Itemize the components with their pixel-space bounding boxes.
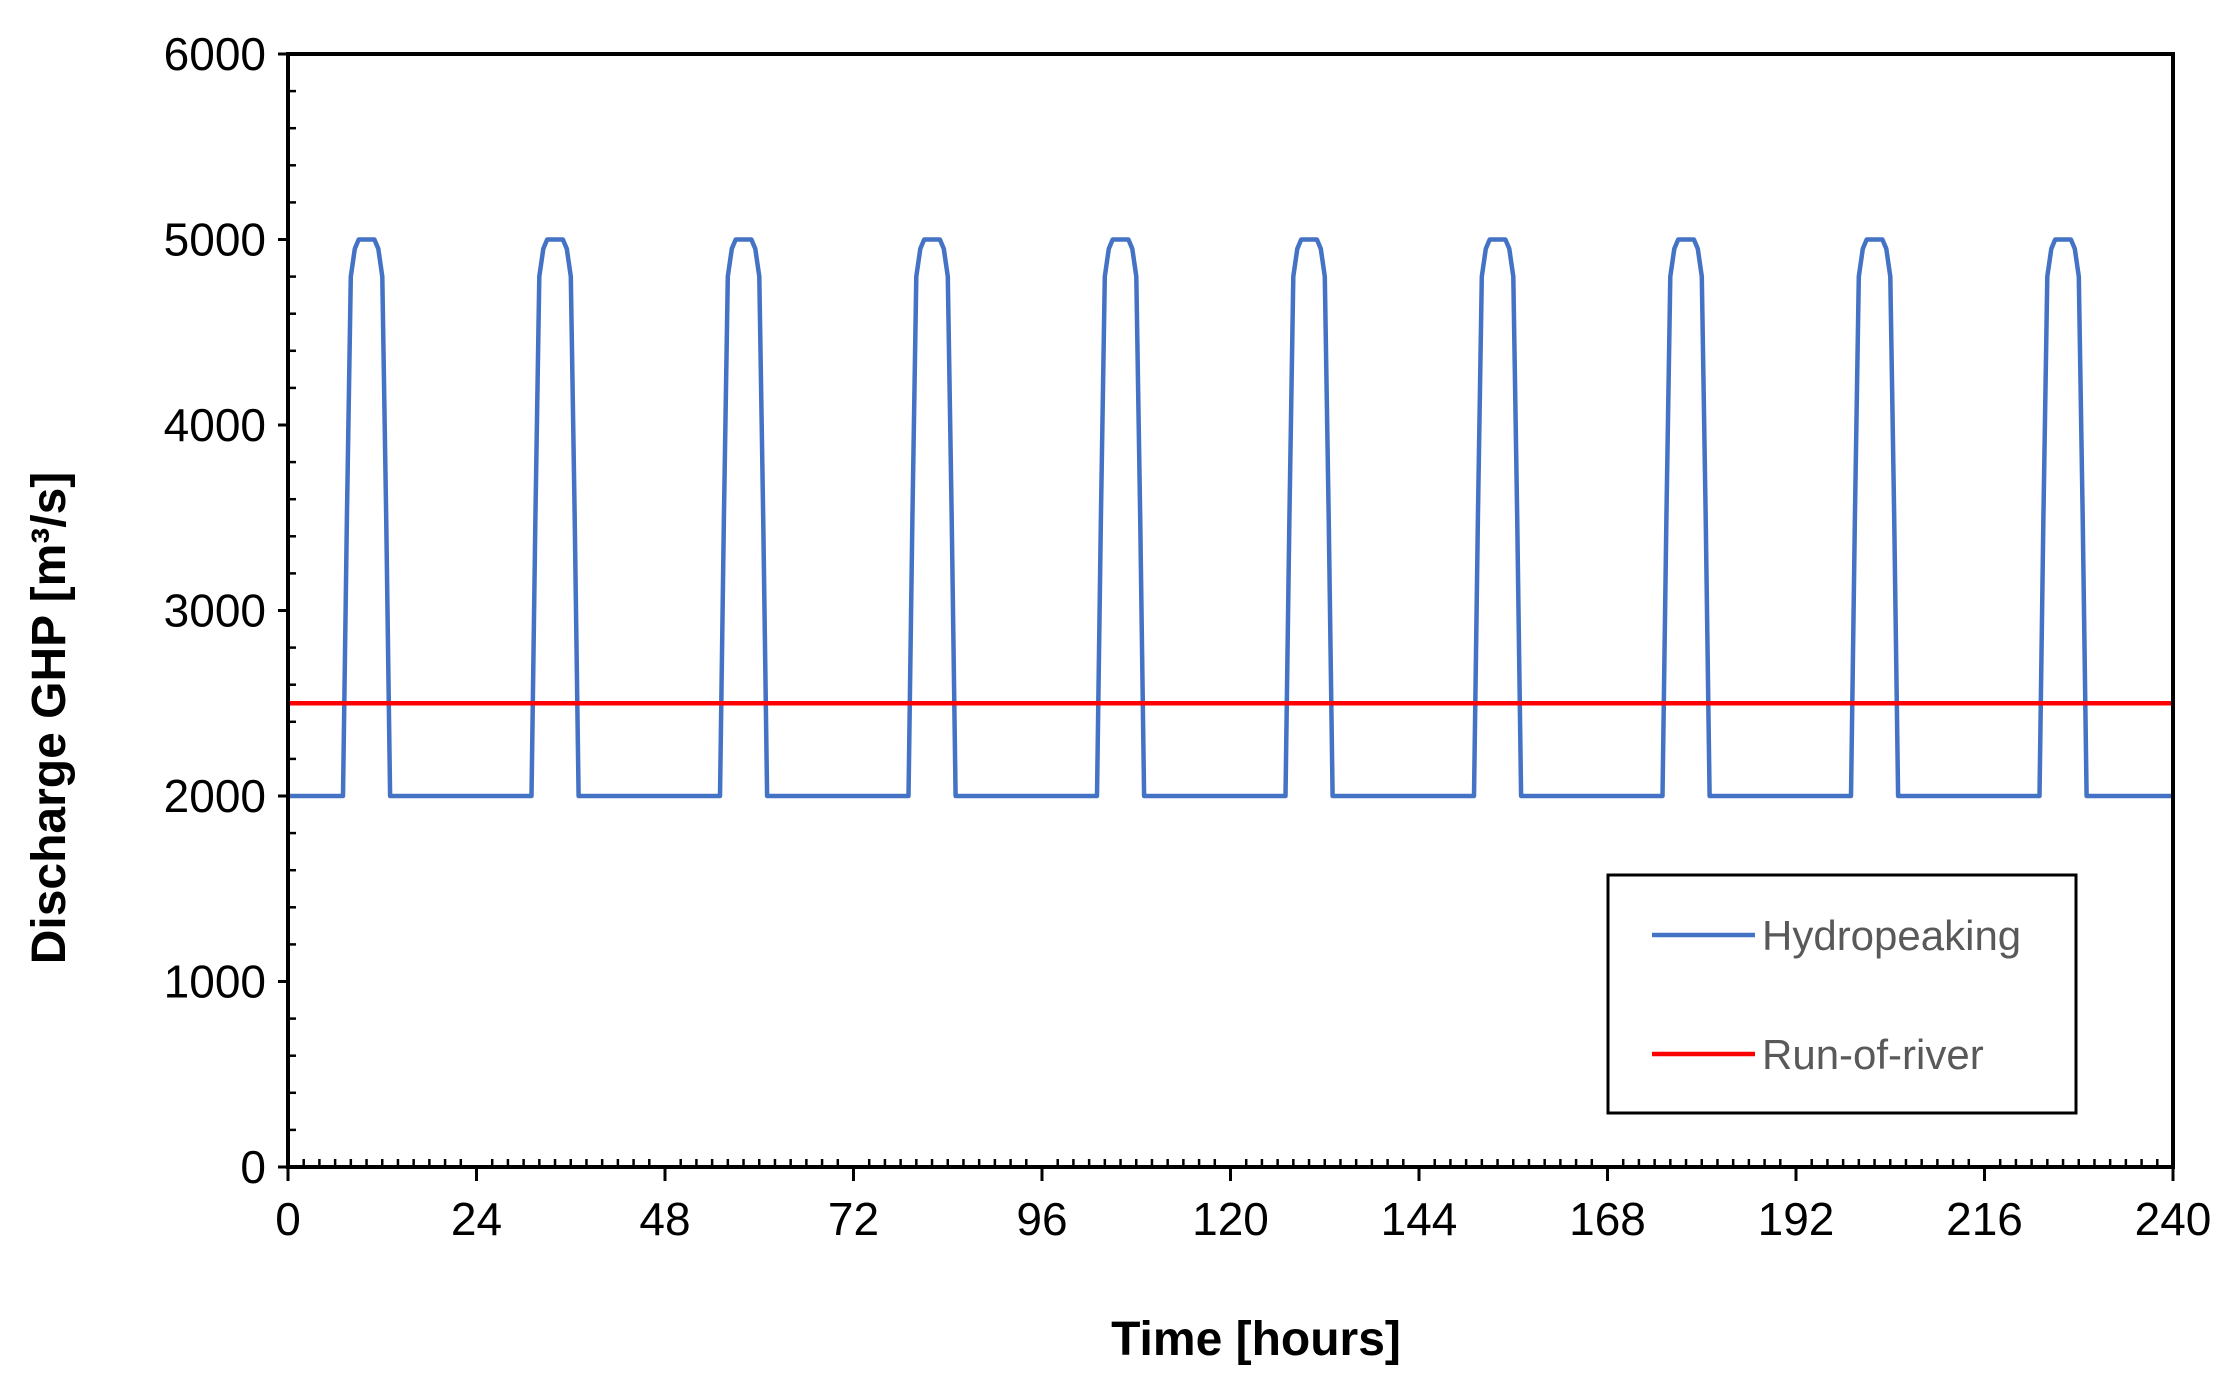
y-tick-label: 3000	[164, 585, 266, 637]
x-tick-label: 96	[1016, 1193, 1067, 1245]
x-tick-label: 0	[275, 1193, 301, 1245]
y-tick-label: 6000	[164, 28, 266, 80]
legend: Hydropeaking Run-of-river	[1608, 875, 2076, 1113]
x-tick-label: 216	[1946, 1193, 2023, 1245]
y-tick-label: 2000	[164, 770, 266, 822]
y-tick-label: 5000	[164, 214, 266, 266]
x-tick-label: 240	[2135, 1193, 2212, 1245]
x-tick-label: 72	[828, 1193, 879, 1245]
x-axis-title: Time [hours]	[1111, 1313, 1401, 1366]
x-tick-label: 24	[451, 1193, 502, 1245]
y-tick-label: 1000	[164, 956, 266, 1008]
x-tick-label: 168	[1569, 1193, 1646, 1245]
x-tick-label: 192	[1758, 1193, 1835, 1245]
x-tick-label: 48	[639, 1193, 690, 1245]
legend-label-hydropeaking: Hydropeaking	[1762, 912, 2021, 959]
y-tick-label: 4000	[164, 399, 266, 451]
y-axis-title: Discharge GHP [m³/s]	[23, 472, 76, 965]
y-tick-label: 0	[240, 1141, 266, 1193]
legend-label-run-of-river: Run-of-river	[1762, 1031, 1984, 1078]
x-tick-label: 120	[1192, 1193, 1269, 1245]
x-tick-label: 144	[1381, 1193, 1458, 1245]
